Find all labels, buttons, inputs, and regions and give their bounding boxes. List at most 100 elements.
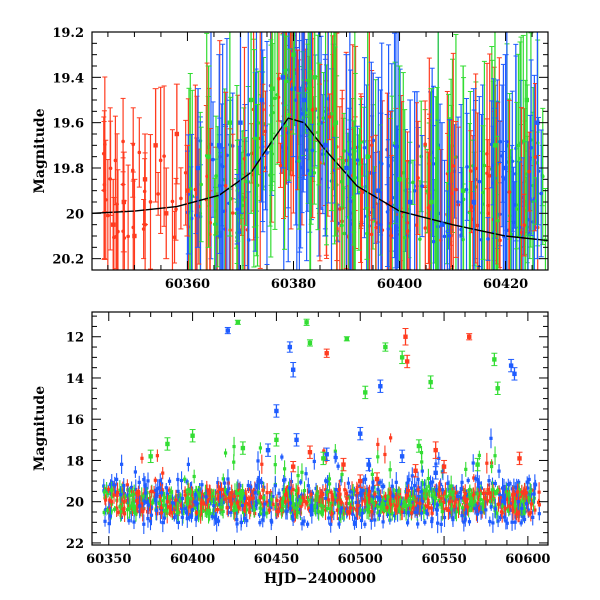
data-point xyxy=(422,506,426,510)
data-point xyxy=(229,502,234,506)
data-point xyxy=(174,207,178,212)
data-point xyxy=(229,510,233,514)
data-point xyxy=(108,166,113,171)
data-point xyxy=(506,507,510,511)
data-point xyxy=(309,492,313,496)
data-point xyxy=(288,501,293,505)
data-point xyxy=(259,97,264,103)
data-point xyxy=(260,462,264,466)
data-point xyxy=(248,499,252,503)
data-point xyxy=(423,520,427,524)
data-point xyxy=(402,510,406,515)
data-point xyxy=(263,502,267,506)
data-point xyxy=(537,503,541,507)
data-point xyxy=(142,522,146,526)
data-point xyxy=(130,503,134,507)
data-point xyxy=(382,496,386,501)
plot-area xyxy=(102,318,541,535)
data-point xyxy=(376,487,380,491)
data-point xyxy=(439,222,445,227)
data-point xyxy=(365,488,369,493)
data-point xyxy=(143,483,147,487)
data-point xyxy=(527,477,531,482)
data-point xyxy=(194,515,198,519)
data-point xyxy=(441,508,445,512)
data-point xyxy=(179,196,183,201)
data-point xyxy=(471,461,475,465)
data-point xyxy=(148,499,152,503)
data-point xyxy=(277,491,281,495)
data-point xyxy=(439,482,443,486)
data-point xyxy=(328,507,332,511)
data-point xyxy=(141,227,146,231)
data-point xyxy=(137,480,141,484)
data-point xyxy=(451,164,456,168)
data-point xyxy=(324,479,328,483)
data-point xyxy=(153,495,157,499)
data-point xyxy=(336,499,340,503)
data-point xyxy=(267,503,271,508)
data-point xyxy=(120,462,124,466)
data-point xyxy=(315,492,319,496)
data-point xyxy=(373,506,377,510)
y-tick-label: 19.4 xyxy=(52,71,84,86)
data-point xyxy=(467,520,472,524)
data-point xyxy=(364,496,368,500)
data-point xyxy=(392,503,396,507)
data-point xyxy=(194,489,198,493)
data-point xyxy=(333,120,339,125)
data-point xyxy=(507,509,511,513)
data-point xyxy=(439,502,443,507)
data-point xyxy=(237,230,242,235)
data-point xyxy=(290,492,294,496)
data-point xyxy=(355,158,360,162)
data-point xyxy=(481,190,485,195)
data-point xyxy=(155,493,159,497)
data-point xyxy=(423,494,427,498)
data-point xyxy=(265,500,269,504)
data-point xyxy=(269,497,273,501)
x-tick-label: 60400 xyxy=(377,277,422,292)
data-point xyxy=(258,506,262,510)
data-point xyxy=(389,491,393,495)
data-point xyxy=(519,521,523,525)
data-point xyxy=(488,519,492,524)
data-point xyxy=(190,508,194,512)
data-point xyxy=(125,483,129,487)
data-point xyxy=(243,516,247,520)
data-point xyxy=(488,500,493,504)
data-point xyxy=(258,495,262,500)
data-point xyxy=(325,507,329,511)
data-point xyxy=(407,199,413,205)
data-point xyxy=(437,499,441,503)
data-point xyxy=(467,508,471,513)
data-point xyxy=(244,179,248,184)
data-point xyxy=(275,92,280,97)
data-point xyxy=(248,97,254,103)
data-point xyxy=(108,498,112,502)
data-point xyxy=(346,510,350,514)
data-point xyxy=(417,486,421,490)
data-point xyxy=(412,188,417,193)
data-point xyxy=(219,490,223,495)
data-point xyxy=(225,490,230,494)
data-point xyxy=(486,488,490,492)
data-point xyxy=(181,511,185,516)
data-point xyxy=(508,504,512,508)
data-point xyxy=(299,480,303,484)
data-point xyxy=(119,510,123,514)
data-point xyxy=(410,486,414,490)
data-point xyxy=(346,481,351,485)
data-point xyxy=(271,495,275,499)
data-point xyxy=(288,486,292,490)
data-point xyxy=(521,139,526,143)
data-point xyxy=(413,483,417,488)
data-point xyxy=(517,480,521,484)
data-point xyxy=(339,479,343,483)
data-point xyxy=(282,490,286,494)
data-point xyxy=(232,508,236,512)
data-point xyxy=(192,474,196,479)
data-point xyxy=(294,506,299,511)
data-point xyxy=(310,498,314,502)
data-point xyxy=(275,509,279,514)
